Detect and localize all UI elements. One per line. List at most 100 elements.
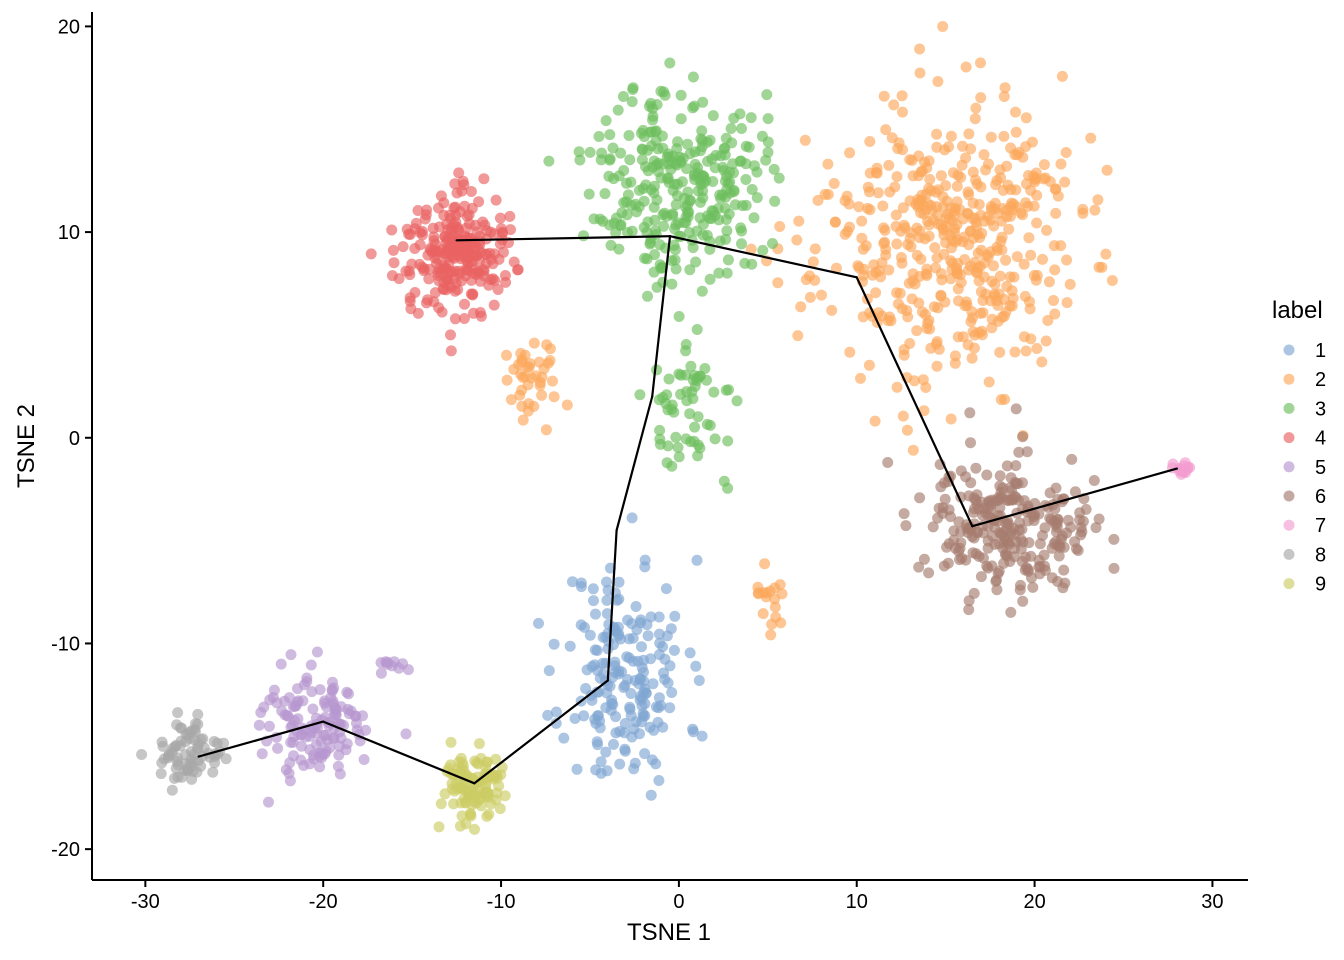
data-point-cluster-2 xyxy=(870,266,882,278)
legend-label-4: 4 xyxy=(1315,428,1326,450)
data-point-cluster-8 xyxy=(192,718,204,730)
data-point-cluster-9 xyxy=(485,798,497,810)
data-point-cluster-4 xyxy=(459,298,470,310)
data-point-cluster-3 xyxy=(713,267,725,279)
data-point-cluster-3 xyxy=(661,457,673,469)
data-point-cluster-2 xyxy=(968,232,979,244)
data-point-cluster-3 xyxy=(661,389,673,401)
data-point-cluster-2 xyxy=(994,346,1006,358)
data-point-cluster-4 xyxy=(438,209,450,221)
data-point-cluster-1 xyxy=(655,700,667,712)
data-point-cluster-1 xyxy=(639,698,651,710)
data-point-cluster-6 xyxy=(970,494,982,506)
data-point-cluster-4 xyxy=(462,257,474,269)
data-point-cluster-1 xyxy=(601,594,613,606)
data-point-cluster-3 xyxy=(624,154,636,166)
data-point-cluster-2 xyxy=(996,231,1008,243)
data-point-cluster-1 xyxy=(639,554,651,566)
data-point-cluster-2 xyxy=(891,238,903,250)
y-tick-label: -10 xyxy=(51,633,80,655)
data-point-cluster-5 xyxy=(292,713,304,725)
data-point-cluster-6 xyxy=(1023,537,1035,549)
data-point-cluster-2 xyxy=(977,295,989,306)
data-point-cluster-8 xyxy=(186,773,198,785)
data-point-cluster-3 xyxy=(701,418,713,430)
data-point-cluster-3 xyxy=(667,209,679,221)
data-point-cluster-3 xyxy=(622,227,633,238)
data-point-cluster-2 xyxy=(765,629,777,641)
data-point-cluster-5 xyxy=(334,768,346,780)
data-point-cluster-2 xyxy=(830,262,842,274)
data-point-cluster-4 xyxy=(445,345,457,357)
data-point-cluster-2 xyxy=(981,249,993,261)
data-point-cluster-6 xyxy=(1001,460,1013,472)
data-point-cluster-6 xyxy=(1010,536,1022,548)
data-point-cluster-3 xyxy=(583,188,595,200)
data-point-cluster-4 xyxy=(449,313,461,325)
data-point-cluster-2 xyxy=(561,399,573,411)
data-point-cluster-2 xyxy=(879,224,891,236)
data-point-cluster-8 xyxy=(157,740,169,752)
data-point-cluster-3 xyxy=(695,178,707,190)
data-point-cluster-5 xyxy=(307,703,319,715)
data-point-cluster-3 xyxy=(740,158,752,170)
data-point-cluster-3 xyxy=(721,225,733,237)
data-point-cluster-6 xyxy=(1069,486,1081,498)
data-point-cluster-2 xyxy=(1018,258,1030,270)
data-point-cluster-2 xyxy=(998,310,1010,322)
data-point-cluster-2 xyxy=(1031,269,1043,281)
trajectory-segment xyxy=(455,235,672,242)
data-point-cluster-1 xyxy=(588,595,599,607)
data-point-cluster-2 xyxy=(880,249,892,261)
data-point-cluster-9 xyxy=(473,738,485,750)
data-point-cluster-3 xyxy=(695,145,706,157)
data-point-cluster-9 xyxy=(494,803,506,815)
data-point-cluster-2 xyxy=(931,141,943,153)
data-point-cluster-3 xyxy=(684,408,696,420)
data-point-cluster-4 xyxy=(421,204,433,216)
data-point-cluster-3 xyxy=(726,137,738,149)
data-point-cluster-5 xyxy=(329,702,341,714)
data-point-cluster-9 xyxy=(465,810,477,822)
data-point-cluster-2 xyxy=(911,222,923,234)
data-point-cluster-3 xyxy=(689,421,701,433)
trajectory-segment xyxy=(651,235,672,398)
data-point-cluster-2 xyxy=(916,165,928,177)
data-point-cluster-6 xyxy=(963,604,975,616)
data-point-cluster-3 xyxy=(728,186,740,198)
data-point-cluster-4 xyxy=(449,201,461,213)
data-point-cluster-3 xyxy=(748,212,760,224)
legend-title: label xyxy=(1272,297,1323,324)
data-point-cluster-2 xyxy=(791,234,803,246)
data-point-cluster-2 xyxy=(1005,142,1017,154)
data-point-cluster-3 xyxy=(725,123,737,134)
data-point-cluster-9 xyxy=(481,810,493,822)
data-point-cluster-3 xyxy=(767,238,778,249)
data-point-cluster-2 xyxy=(996,244,1008,256)
data-point-cluster-4 xyxy=(414,239,426,251)
data-point-cluster-6 xyxy=(965,477,977,489)
data-point-cluster-2 xyxy=(970,102,982,114)
data-point-cluster-2 xyxy=(870,287,882,299)
data-point-cluster-3 xyxy=(688,100,700,112)
data-point-cluster-1 xyxy=(636,641,647,653)
data-point-cluster-6 xyxy=(1029,509,1041,521)
data-point-cluster-2 xyxy=(828,178,840,189)
data-point-cluster-3 xyxy=(599,188,611,200)
data-point-cluster-6 xyxy=(960,519,972,531)
data-point-cluster-2 xyxy=(978,149,990,161)
data-point-cluster-2 xyxy=(1002,179,1014,191)
data-point-cluster-3 xyxy=(685,360,697,372)
data-point-cluster-3 xyxy=(662,404,674,416)
data-point-cluster-2 xyxy=(501,374,513,386)
data-point-cluster-3 xyxy=(649,214,661,226)
data-point-cluster-3 xyxy=(709,433,721,445)
data-point-cluster-3 xyxy=(728,112,740,124)
data-point-cluster-2 xyxy=(932,76,944,87)
data-point-cluster-3 xyxy=(724,166,736,178)
data-point-cluster-2 xyxy=(1011,149,1023,161)
data-point-cluster-3 xyxy=(654,424,666,436)
data-point-cluster-6 xyxy=(1006,485,1018,497)
data-point-cluster-4 xyxy=(414,258,426,270)
data-point-cluster-5 xyxy=(283,692,295,704)
